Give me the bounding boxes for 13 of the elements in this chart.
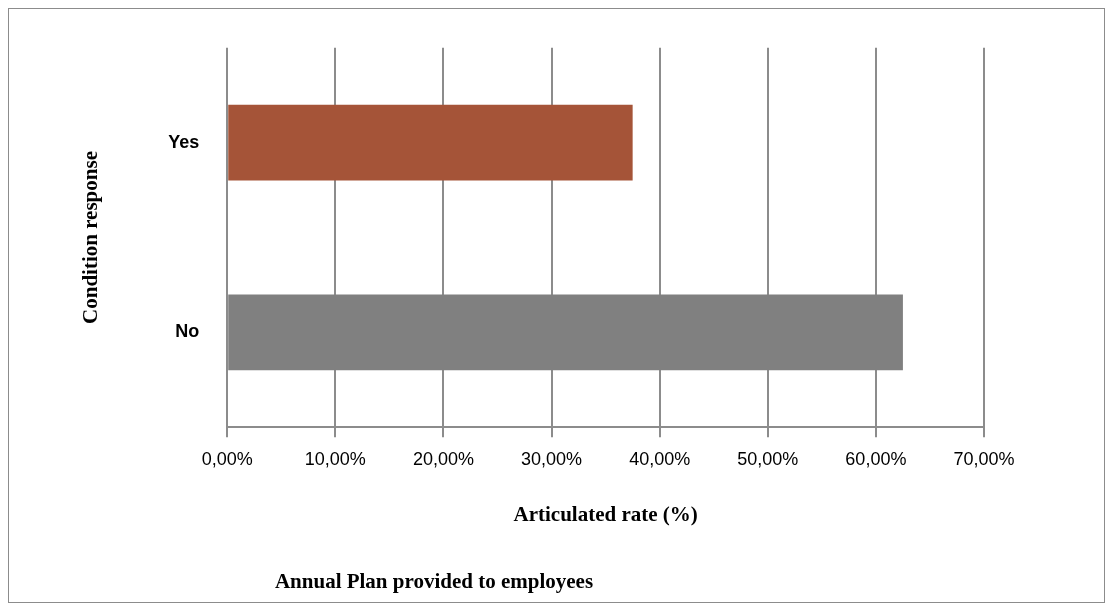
x-tick-label: 70,00% xyxy=(953,448,1015,469)
x-tick-label: 0,00% xyxy=(201,448,253,469)
y-tick-label: Yes xyxy=(168,131,200,152)
y-tick-label: No xyxy=(175,321,200,342)
text: Annual Plan provided to employees xyxy=(274,569,594,594)
x-tick-label: 40,00% xyxy=(629,448,691,469)
x-tick-label: 60,00% xyxy=(845,448,907,469)
x-tick-label: 50,00% xyxy=(737,448,799,469)
x-tick-label: 30,00% xyxy=(521,448,583,469)
x-tick-label: 20,00% xyxy=(412,448,474,469)
x-axis-title: Articulated rate (%) xyxy=(513,501,698,526)
y-axis-title: Condition response xyxy=(78,151,103,324)
x-tick-label: 10,00% xyxy=(304,448,366,469)
